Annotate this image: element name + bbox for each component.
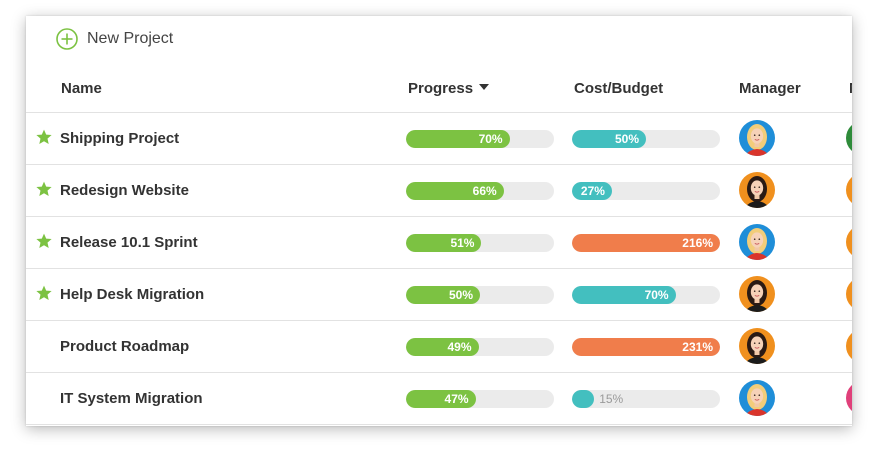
plus-circle-icon — [56, 28, 78, 50]
brunette-avatar-icon — [739, 328, 775, 364]
cost-budget-bar: 27% — [572, 182, 720, 200]
star-icon[interactable] — [36, 233, 52, 249]
manager-avatar[interactable] — [739, 328, 775, 364]
table-row[interactable]: Help Desk Migration 50% 70% — [26, 269, 852, 321]
cost-budget-bar-value: 50% — [614, 132, 639, 146]
next-column-avatar — [846, 277, 852, 311]
table-row[interactable]: Redesign Website 66% 27% — [26, 165, 852, 217]
progress-bar-fill — [406, 130, 510, 148]
column-header-cost-budget[interactable]: Cost/Budget — [574, 80, 664, 97]
cost-budget-bar-fill — [572, 182, 612, 200]
project-name[interactable]: Redesign Website — [60, 182, 189, 199]
column-header-progress[interactable]: Progress — [408, 80, 490, 97]
blonde-avatar-icon — [739, 224, 775, 260]
cost-budget-bar-value: 216% — [682, 236, 713, 250]
row-divider — [26, 372, 852, 373]
cost-budget-bar-value: 27% — [580, 184, 605, 198]
progress-bar: 50% — [406, 286, 554, 304]
next-column-avatar — [846, 381, 852, 415]
table-row[interactable]: IT System Migration 47% 15% — [26, 373, 852, 425]
progress-bar-fill — [406, 338, 479, 356]
progress-bar: 70% — [406, 130, 554, 148]
progress-bar: 49% — [406, 338, 554, 356]
next-column-avatar — [846, 173, 852, 207]
row-divider — [26, 320, 852, 321]
column-header-manager[interactable]: Manager — [739, 80, 801, 97]
project-name[interactable]: Help Desk Migration — [60, 286, 205, 303]
progress-bar: 66% — [406, 182, 554, 200]
progress-bar-value: 49% — [447, 340, 472, 354]
manager-avatar[interactable] — [739, 120, 775, 156]
star-icon[interactable] — [36, 129, 52, 145]
progress-bar-value: 51% — [450, 236, 475, 250]
row-divider — [26, 216, 852, 217]
column-header-next[interactable]: N — [849, 80, 852, 97]
row-divider — [26, 268, 852, 269]
blonde-avatar-icon — [739, 380, 775, 416]
progress-bar-fill — [406, 390, 476, 408]
cost-budget-bar: 70% — [572, 286, 720, 304]
cost-budget-bar-value: 15% — [599, 392, 624, 406]
sort-descending-icon — [479, 84, 490, 91]
row-divider — [26, 424, 852, 425]
manager-avatar[interactable] — [739, 380, 775, 416]
cost-budget-bar-value: 231% — [682, 340, 713, 354]
star-icon[interactable] — [36, 285, 52, 301]
cost-budget-bar: 15% — [572, 390, 720, 408]
manager-avatar[interactable] — [739, 276, 775, 312]
header-divider — [26, 112, 852, 113]
project-name[interactable]: IT System Migration — [60, 390, 203, 407]
manager-avatar[interactable] — [739, 172, 775, 208]
progress-bar-fill — [406, 234, 482, 252]
progress-bar-value: 50% — [448, 288, 473, 302]
table-row[interactable]: Product Roadmap 49% 231% — [26, 321, 852, 373]
table-row[interactable]: Release 10.1 Sprint 51% 216% — [26, 217, 852, 269]
brunette-avatar-icon — [739, 172, 775, 208]
progress-bar: 47% — [406, 390, 554, 408]
cost-budget-bar-fill — [572, 234, 720, 252]
progress-bar-fill — [406, 182, 504, 200]
progress-bar-value: 66% — [472, 184, 497, 198]
table-row[interactable]: Shipping Project 70% 50% — [26, 113, 852, 165]
new-project-button[interactable]: New Project — [56, 27, 173, 51]
blonde-avatar-icon — [739, 120, 775, 156]
project-name[interactable]: Release 10.1 Sprint — [60, 234, 198, 251]
cost-budget-bar: 231% — [572, 338, 720, 356]
progress-bar-fill — [406, 286, 480, 304]
star-icon[interactable] — [36, 181, 52, 197]
progress-bar-value: 70% — [478, 132, 503, 146]
column-header-name[interactable]: Name — [61, 80, 102, 97]
manager-avatar[interactable] — [739, 224, 775, 260]
cost-budget-bar-value: 70% — [644, 288, 669, 302]
cost-budget-bar-fill — [572, 286, 676, 304]
cost-budget-bar-fill — [572, 130, 646, 148]
cost-budget-bar-fill — [572, 390, 595, 408]
next-column-avatar — [846, 121, 852, 155]
project-name[interactable]: Shipping Project — [60, 130, 180, 147]
cost-budget-bar-fill — [572, 338, 720, 356]
progress-bar: 51% — [406, 234, 554, 252]
new-project-label: New Project — [87, 30, 174, 47]
next-column-avatar — [846, 329, 852, 363]
brunette-avatar-icon — [739, 276, 775, 312]
cost-budget-bar: 50% — [572, 130, 720, 148]
progress-bar-value: 47% — [444, 392, 469, 406]
column-header-progress-label: Progress — [408, 80, 474, 97]
project-grid: New Project Name Progress Cost/Budget Ma… — [26, 16, 852, 426]
project-name[interactable]: Product Roadmap — [60, 338, 190, 355]
next-column-avatar — [846, 225, 852, 259]
cost-budget-bar: 216% — [572, 234, 720, 252]
row-divider — [26, 164, 852, 165]
